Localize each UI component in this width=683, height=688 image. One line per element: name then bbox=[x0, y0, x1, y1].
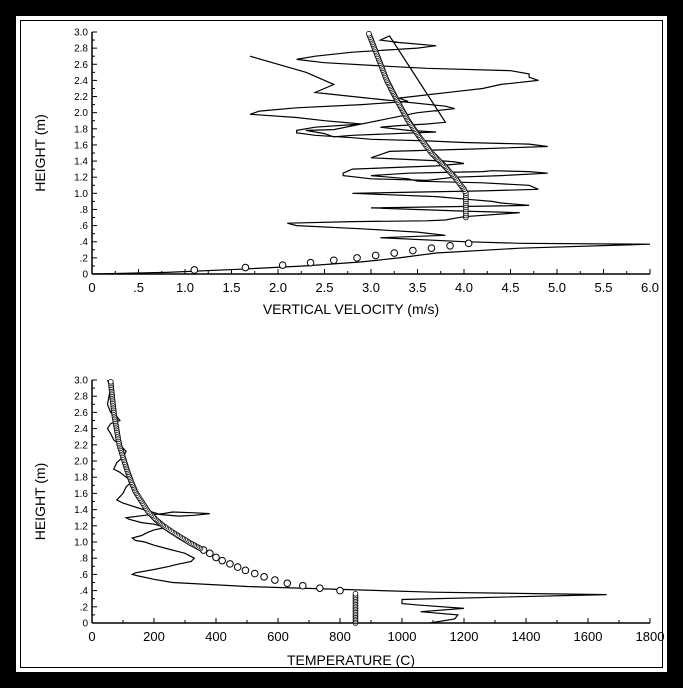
chart0-x-tick-label: 3.5 bbox=[408, 280, 426, 295]
chart0-x-tick-label: 1.5 bbox=[222, 280, 240, 295]
chart1-model-point bbox=[206, 549, 214, 558]
chart1-y-tick-label: 0 bbox=[82, 619, 88, 630]
chart1-model-point bbox=[218, 556, 226, 565]
chart0-model-point bbox=[427, 244, 436, 252]
chart0-y-tick-label: .6 bbox=[80, 221, 89, 232]
chart0-y-tick-label: 1.8 bbox=[74, 124, 88, 135]
chart1-model-point bbox=[233, 563, 242, 571]
chart0-model-point bbox=[464, 239, 473, 248]
temperature-chart: 0 200 400 600 800 1000 1200 1400 1600 1800 0 .2 .4 .6… bbox=[32, 376, 664, 669]
chart0-y-tick-label: 1.4 bbox=[74, 157, 88, 168]
chart0-x-tick-label: 5.5 bbox=[594, 280, 612, 295]
chart0-model-point bbox=[330, 256, 338, 265]
vertical-velocity-chart: 0 .5 1.0 1.5 2.0 2.5 3.0 3.5 4.0 4.5 5.0 5.5 6.0 0 .2.… bbox=[32, 28, 659, 318]
chart0-model-point bbox=[353, 254, 361, 262]
chart0-model-point bbox=[278, 261, 287, 269]
chart0-model-point bbox=[409, 246, 417, 255]
chart0-model-point bbox=[446, 241, 454, 250]
chart0-y-tick-label: .2 bbox=[80, 253, 89, 264]
chart0-y-axis-title: HEIGHT (m) bbox=[32, 114, 48, 192]
chart1-model-point bbox=[212, 553, 220, 562]
chart0-x-tick-label: 0 bbox=[88, 280, 95, 295]
chart1-x-tick-label: 800 bbox=[329, 629, 351, 644]
chart1-model-point bbox=[336, 586, 344, 595]
chart0-measured-profile-line bbox=[91, 35, 651, 275]
chart0-y-tick-label: 0 bbox=[82, 270, 88, 281]
chart1-x-tick-label: 600 bbox=[267, 629, 289, 644]
chart1-model-point bbox=[260, 573, 268, 581]
chart0-y-tick-label: 2.6 bbox=[74, 60, 88, 71]
chart0-x-tick-label: 2.0 bbox=[269, 280, 287, 295]
chart1-y-tick-label: 2.0 bbox=[74, 457, 88, 468]
chart1-model-dense-point bbox=[352, 590, 359, 597]
chart1-x-tick-label: 1200 bbox=[450, 629, 479, 644]
chart0-model-point bbox=[371, 251, 380, 260]
chart0-x-tick-label: 1.0 bbox=[176, 280, 194, 295]
chart1-y-tick-label: .2 bbox=[80, 602, 89, 613]
chart1-y-tick-label: .8 bbox=[80, 554, 89, 565]
chart0-model-point bbox=[306, 258, 315, 267]
chart1-y-tick-label: 1.4 bbox=[74, 505, 88, 516]
chart1-x-tick-label: 1400 bbox=[512, 629, 541, 644]
chart0-model-point bbox=[190, 266, 199, 274]
chart1-model-point bbox=[241, 566, 250, 575]
chart1-x-tick-label: 200 bbox=[143, 629, 165, 644]
chart0-y-tick-label: 1.6 bbox=[74, 140, 88, 151]
chart0-y-tick-label: 3.0 bbox=[74, 28, 88, 39]
chart0-y-tick-label: 1.0 bbox=[74, 189, 88, 200]
figure-frame bbox=[14, 14, 669, 674]
chart0-x-tick-label: 2.5 bbox=[315, 280, 333, 295]
chart0-y-tick-label: 2.4 bbox=[74, 76, 88, 87]
chart1-x-tick-label: 1000 bbox=[388, 629, 417, 644]
chart1-y-tick-label: 2.4 bbox=[74, 424, 88, 435]
chart0-y-tick-label: .8 bbox=[80, 205, 89, 216]
chart1-y-tick-label: .4 bbox=[80, 586, 89, 597]
chart1-model-point bbox=[299, 581, 307, 590]
chart0-y-tick-label: 1.2 bbox=[74, 173, 88, 184]
chart0-y-tick-label: 2.8 bbox=[74, 44, 88, 55]
chart1-model-point bbox=[226, 560, 234, 568]
chart0-x-tick-label: 6.0 bbox=[641, 280, 659, 295]
chart0-y-tick-label: 2.0 bbox=[74, 108, 88, 119]
chart0-x-tick-label: 5.0 bbox=[548, 280, 566, 295]
chart1-x-axis-title: TEMPERATURE (C) bbox=[287, 652, 415, 668]
chart1-y-tick-label: 1.2 bbox=[74, 521, 88, 532]
chart1-y-tick-label: 2.2 bbox=[74, 440, 88, 451]
chart1-y-tick-label: 3.0 bbox=[74, 376, 88, 387]
chart1-model-point bbox=[283, 579, 292, 588]
chart1-model-point bbox=[316, 584, 324, 592]
chart0-x-tick-label: .5 bbox=[133, 280, 144, 295]
chart1-y-tick-label: 1.8 bbox=[74, 473, 88, 484]
chart1-y-tick-label: 2.6 bbox=[74, 408, 88, 419]
chart1-y-tick-label: 1.0 bbox=[74, 538, 88, 549]
chart1-y-tick-label: 2.8 bbox=[74, 392, 88, 403]
chart1-model-point bbox=[250, 569, 259, 578]
chart0-model-dense-point bbox=[366, 30, 372, 37]
chart0-y-tick-label: 2.2 bbox=[74, 92, 88, 103]
chart1-y-tick-label: 1.6 bbox=[74, 489, 88, 500]
chart1-model-point bbox=[271, 576, 279, 584]
chart0-y-tick-label: .4 bbox=[80, 237, 89, 248]
chart0-x-tick-label: 3.0 bbox=[362, 280, 380, 295]
chart0-model-point bbox=[390, 249, 399, 257]
chart0-model-point bbox=[241, 263, 250, 272]
chart1-x-tick-label: 1800 bbox=[636, 629, 665, 644]
chart1-y-axis-title: HEIGHT (m) bbox=[32, 463, 48, 541]
chart0-x-axis-title: VERTICAL VELOCITY (m/s) bbox=[263, 301, 439, 317]
chart1-x-tick-label: 1600 bbox=[574, 629, 603, 644]
chart1-y-tick-label: .6 bbox=[80, 570, 89, 581]
chart1-model-dense-point bbox=[108, 378, 114, 385]
chart0-x-tick-label: 4.0 bbox=[455, 280, 473, 295]
chart0-x-tick-label: 4.5 bbox=[501, 280, 519, 295]
chart1-measured-profile-line bbox=[106, 379, 607, 624]
figure-inner-border bbox=[20, 20, 663, 668]
chart1-x-tick-label: 0 bbox=[88, 629, 95, 644]
chart1-x-tick-label: 400 bbox=[205, 629, 227, 644]
